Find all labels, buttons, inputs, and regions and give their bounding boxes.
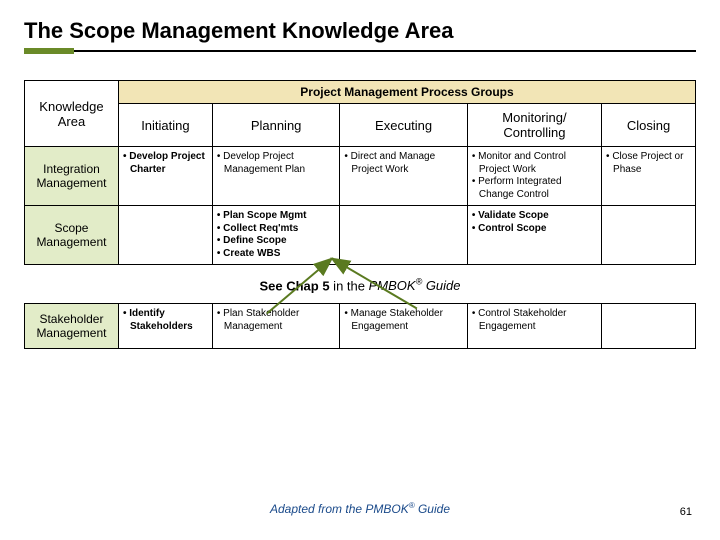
title-accent (24, 48, 74, 54)
cell-int-closing: Close Project or Phase (606, 151, 691, 176)
cell-scope-initiating (118, 206, 212, 265)
cell-scope-planning: Plan Scope Mgmt Collect Req'mts Define S… (217, 210, 335, 260)
col-planning: Planning (212, 104, 339, 147)
process-groups-table: Knowledge Area Project Management Proces… (24, 80, 696, 265)
row-stakeholder: Stakeholder Management Identify Stakehol… (25, 304, 696, 349)
cell-stk-closing (602, 304, 696, 349)
ka-integration: Integration Management (25, 147, 119, 206)
title-block: The Scope Management Knowledge Area (24, 18, 696, 52)
col-closing: Closing (602, 104, 696, 147)
cell-int-executing: Direct and Manage Project Work (344, 151, 462, 176)
column-headers-row: Initiating Planning Executing Monitoring… (25, 104, 696, 147)
row-integration: Integration Management Develop Project C… (25, 147, 696, 206)
cell-stk-planning: Plan Stakeholder Management (217, 308, 335, 333)
stakeholder-table: Stakeholder Management Identify Stakehol… (24, 303, 696, 349)
process-groups-header: Project Management Process Groups (118, 81, 695, 104)
cell-int-monitoring: Monitor and Control Project WorkPerform … (472, 151, 597, 201)
row-scope: Scope Management Plan Scope Mgmt Collect… (25, 206, 696, 265)
cell-stk-executing: Manage Stakeholder Engagement (344, 308, 462, 333)
cell-scope-monitoring: Validate Scope Control Scope (472, 210, 597, 235)
cell-scope-closing (602, 206, 696, 265)
ka-column-header: Knowledge Area (25, 81, 119, 147)
ka-stakeholder: Stakeholder Management (25, 304, 119, 349)
chapter-caption: See Chap 5 in the PMBOK® Guide (24, 277, 696, 293)
col-monitoring: Monitoring/ Controlling (467, 104, 601, 147)
cell-scope-executing (340, 206, 467, 265)
col-initiating: Initiating (118, 104, 212, 147)
ka-scope: Scope Management (25, 206, 119, 265)
cell-stk-monitoring: Control Stakeholder Engagement (472, 308, 597, 333)
page-title: The Scope Management Knowledge Area (24, 18, 696, 52)
cell-stk-initiating: Identify Stakeholders (123, 308, 208, 333)
cell-int-initiating: Develop Project Charter (123, 151, 208, 176)
footer-attribution: Adapted from the PMBOK® Guide (0, 501, 720, 516)
cell-int-planning: Develop Project Management Plan (217, 151, 335, 176)
page-number: 61 (680, 506, 692, 518)
col-executing: Executing (340, 104, 467, 147)
